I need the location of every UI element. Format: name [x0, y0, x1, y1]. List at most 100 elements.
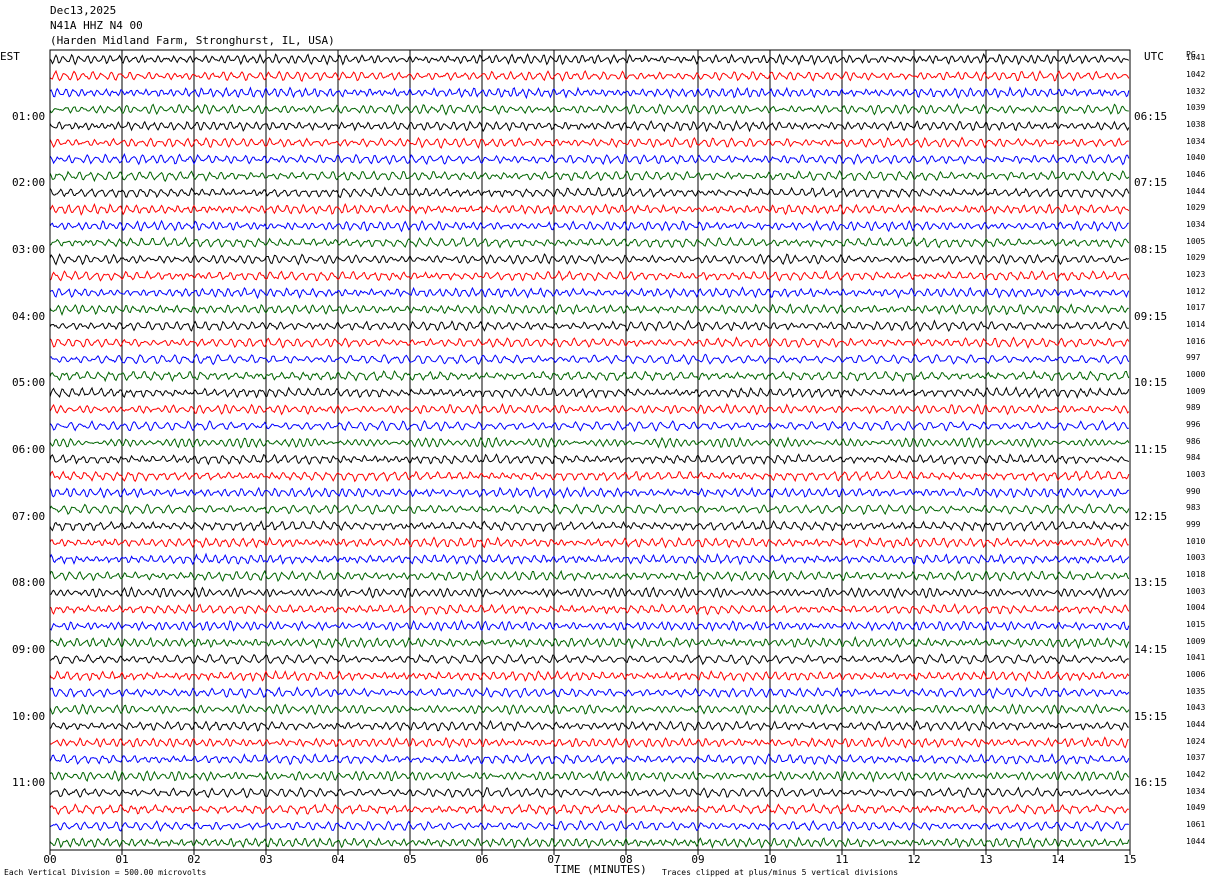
- pg-value-label: 1000: [1186, 370, 1206, 379]
- trace-line: [49, 52, 1130, 66]
- est-hour-label: 03:00: [12, 243, 46, 256]
- time-grid: [121, 50, 1059, 850]
- pg-value-label: 984: [1186, 453, 1201, 463]
- x-tick-label: 11: [835, 853, 848, 866]
- est-hour-label: 09:00: [12, 643, 46, 656]
- pg-value-label: 1041: [1186, 653, 1206, 663]
- pg-value-label: 1049: [1186, 803, 1206, 813]
- trace-line: [49, 402, 1130, 416]
- pg-value-label: 1003: [1186, 586, 1206, 596]
- location-label: (Harden Midland Farm, Stronghurst, IL, U…: [50, 34, 335, 47]
- utc-axis-title: UTC: [1144, 50, 1164, 63]
- pg-value-label: 1015: [1186, 620, 1206, 629]
- trace-line: [49, 219, 1129, 233]
- trace-line: [49, 202, 1130, 216]
- pg-value-label: 1017: [1186, 303, 1206, 313]
- x-tick-label: 05: [403, 853, 416, 866]
- x-tick-label: 13: [979, 853, 992, 866]
- plot-frame: [49, 49, 1131, 851]
- pg-value-label: 1044: [1186, 720, 1206, 729]
- trace-line: [49, 619, 1130, 632]
- trace-line: [49, 836, 1130, 850]
- pg-value-label: 1043: [1186, 703, 1206, 713]
- pg-value-label: 1034: [1186, 786, 1206, 796]
- utc-hour-label: 09:15: [1134, 309, 1168, 323]
- trace-line: [49, 752, 1130, 766]
- clip-note: Traces clipped at plus/minus 5 vertical …: [662, 868, 899, 877]
- est-hour-label: 08:00: [12, 576, 46, 590]
- trace-line: [49, 703, 1130, 716]
- pg-value-label: 1009: [1186, 636, 1206, 646]
- pg-value-label: 1005: [1186, 236, 1206, 246]
- trace-line: [49, 103, 1129, 116]
- utc-hour-label: 12:15: [1134, 509, 1168, 523]
- utc-hour-label: 10:15: [1134, 376, 1168, 390]
- pg-value-label: 1037: [1186, 753, 1206, 763]
- trace-line: [49, 353, 1130, 366]
- pg-value-label: 1014: [1186, 320, 1206, 329]
- trace-line: [49, 719, 1129, 732]
- trace-line: [49, 269, 1130, 282]
- trace-line: [49, 236, 1130, 249]
- trace-line: [49, 469, 1130, 483]
- est-hour-label: 04:00: [12, 309, 46, 323]
- pg-value-label: 1012: [1186, 286, 1206, 296]
- pg-value-label: 1016: [1186, 336, 1206, 346]
- pg-value-label: 1040: [1186, 153, 1206, 163]
- pg-value-label: 997: [1186, 353, 1201, 363]
- est-hour-label: 05:00: [12, 376, 46, 390]
- pg-value-label: 1009: [1186, 386, 1206, 396]
- pg-value-label: 1034: [1186, 136, 1206, 146]
- trace-line: [49, 536, 1129, 549]
- pg-value-label: 986: [1186, 436, 1201, 446]
- trace-line: [49, 819, 1129, 833]
- utc-hour-label: 15:15: [1134, 709, 1168, 723]
- utc-hour-label: 07:15: [1134, 176, 1168, 190]
- x-tick-label: 10: [763, 853, 776, 866]
- x-tick-label: 07: [547, 853, 560, 866]
- trace-line: [49, 586, 1129, 599]
- date-label: Dec13,2025: [50, 4, 117, 17]
- trace-group: [49, 52, 1130, 850]
- x-tick-label: 14: [1051, 853, 1065, 866]
- pg-value-label: 1042: [1186, 770, 1206, 779]
- trace-line: [49, 569, 1130, 583]
- utc-hour-label: 08:15: [1134, 243, 1168, 256]
- est-axis-title: EST: [0, 50, 20, 63]
- trace-line: [49, 653, 1129, 666]
- pg-value-label: 1006: [1186, 670, 1206, 679]
- x-tick-label: 15: [1123, 853, 1136, 866]
- est-hour-label: 11:00: [12, 776, 46, 790]
- trace-line: [49, 436, 1130, 449]
- scale-note: Each Vertical Division = 500.00 microvol…: [4, 868, 207, 877]
- x-tick-label: 03: [259, 853, 272, 866]
- pg-value-label: 996: [1186, 420, 1201, 429]
- utc-hour-label: 13:15: [1134, 576, 1168, 590]
- pg-value-label: 1034: [1186, 220, 1206, 229]
- trace-line: [49, 503, 1130, 516]
- est-hour-label: 10:00: [12, 709, 46, 723]
- pg-value-label: 1044: [1186, 836, 1206, 846]
- pg-value-label: 990: [1186, 486, 1201, 496]
- trace-line: [49, 153, 1130, 166]
- trace-line: [49, 669, 1130, 683]
- x-tick-label: 09: [691, 853, 704, 866]
- trace-line: [49, 519, 1129, 533]
- trace-line: [49, 303, 1129, 317]
- x-tick-label: 06: [475, 853, 488, 866]
- trace-line: [49, 386, 1130, 399]
- trace-line: [49, 770, 1130, 783]
- trace-line: [49, 786, 1130, 799]
- est-hour-label: 01:00: [12, 109, 46, 123]
- pg-value-label: 1032: [1186, 86, 1206, 96]
- x-tick-label: 08: [619, 853, 632, 866]
- pg-axis-title: PG: [1186, 50, 1196, 59]
- trace-line: [49, 736, 1129, 749]
- pg-value-label: 999: [1186, 520, 1201, 529]
- pg-value-label: 1024: [1186, 736, 1206, 746]
- trace-line: [49, 602, 1130, 616]
- pg-value-label: 1041: [1186, 53, 1206, 63]
- trace-line: [49, 453, 1130, 466]
- pg-value-label: 1039: [1186, 103, 1206, 113]
